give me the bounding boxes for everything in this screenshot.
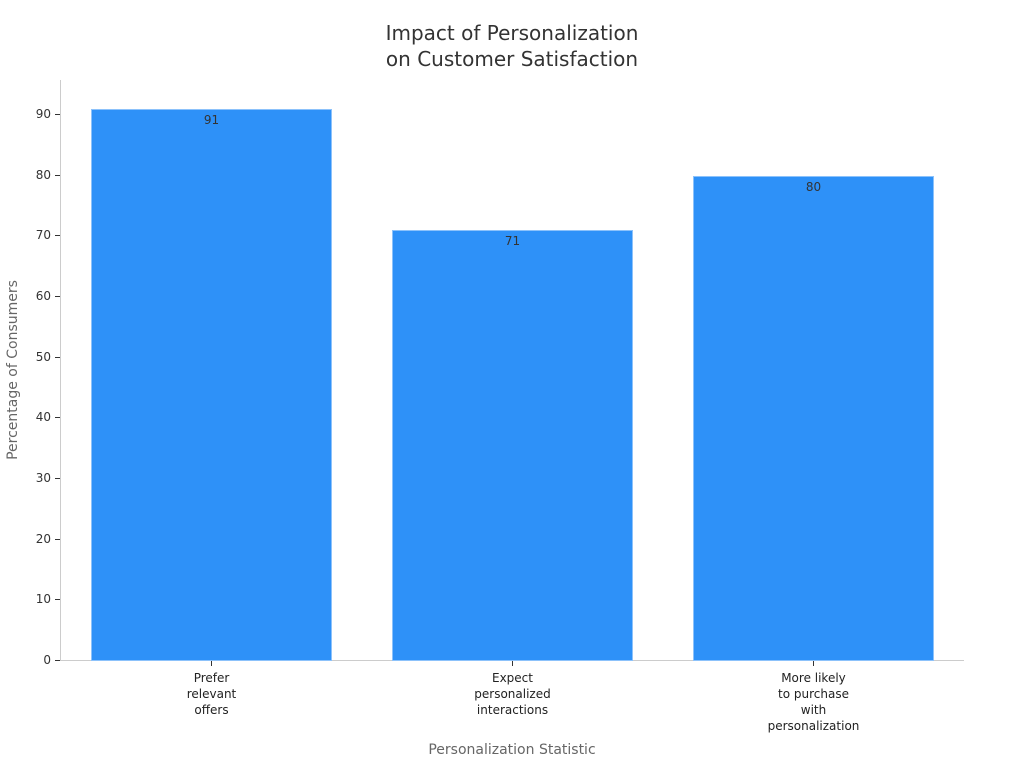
bar: 91 — [91, 108, 332, 661]
y-tick-label: 40 — [35, 410, 51, 424]
y-tick-mark — [55, 357, 60, 358]
y-tick-mark — [55, 296, 60, 297]
x-tick-mark — [813, 661, 814, 666]
x-tick-label: More likely to purchase with personalizatio… — [734, 670, 894, 734]
y-tick: 0 — [0, 653, 60, 674]
y-tick: 40 — [0, 410, 60, 431]
x-tick-label: Expect personalized interactions — [433, 670, 593, 718]
chart-title-line-2: on Customer Satisfaction — [385, 47, 639, 71]
chart-title-line-1: Impact of Personalization — [385, 21, 639, 45]
x-tick-label-line: personalization — [767, 719, 860, 733]
y-tick-label: 60 — [35, 289, 51, 303]
x-axis-label: Personalization Statistic — [428, 742, 596, 758]
x-tick-label-line: offers — [194, 703, 229, 717]
bar-value-label: 80 — [805, 179, 822, 194]
y-tick: 30 — [0, 471, 60, 492]
chart-title: Impact of Personalization on Customer Sa… — [0, 20, 1024, 72]
y-tick-mark — [55, 599, 60, 600]
bar: 80 — [693, 175, 934, 661]
y-axis-line — [60, 80, 61, 661]
x-tick-label: Prefer relevant offers — [132, 670, 292, 718]
bar-value-label: 91 — [203, 112, 220, 127]
y-tick: 10 — [0, 592, 60, 613]
y-tick-label: 80 — [35, 168, 51, 182]
y-tick-mark — [55, 114, 60, 115]
y-tick-label: 20 — [35, 532, 51, 546]
y-tick-mark — [55, 539, 60, 540]
x-tick: Expect personalized interactions — [433, 661, 593, 718]
x-tick: Prefer relevant offers — [132, 661, 292, 718]
x-tick-label-line: Prefer — [193, 671, 230, 685]
y-tick-label: 10 — [35, 592, 51, 606]
y-tick-label: 70 — [35, 228, 51, 242]
y-tick-label: 30 — [35, 471, 51, 485]
y-tick: 60 — [0, 289, 60, 310]
y-tick: 20 — [0, 532, 60, 553]
y-tick-label: 50 — [35, 350, 51, 364]
y-tick: 50 — [0, 350, 60, 371]
y-tick-label: 0 — [43, 653, 51, 667]
bar-value-label: 71 — [504, 234, 521, 249]
x-tick-label-line: to purchase — [778, 687, 849, 701]
y-tick-mark — [55, 660, 60, 661]
x-tick: More likely to purchase with personalizatio… — [734, 661, 894, 734]
x-tick-label-line: Expect — [492, 671, 533, 685]
x-tick-label-line: More likely — [781, 671, 846, 685]
y-tick-mark — [55, 175, 60, 176]
x-tick-label-line: personalized — [474, 687, 551, 701]
y-tick-mark — [55, 235, 60, 236]
x-tick-label-line: relevant — [186, 687, 237, 701]
x-tick-label-line: interactions — [476, 703, 549, 717]
bar: 71 — [392, 230, 633, 661]
x-tick-label-line: with — [800, 703, 827, 717]
x-tick-mark — [211, 661, 212, 666]
y-tick-mark — [55, 417, 60, 418]
y-tick: 70 — [0, 228, 60, 249]
y-tick: 90 — [0, 107, 60, 128]
y-tick-label: 90 — [35, 107, 51, 121]
y-tick: 80 — [0, 168, 60, 189]
x-tick-mark — [512, 661, 513, 666]
y-tick-mark — [55, 478, 60, 479]
